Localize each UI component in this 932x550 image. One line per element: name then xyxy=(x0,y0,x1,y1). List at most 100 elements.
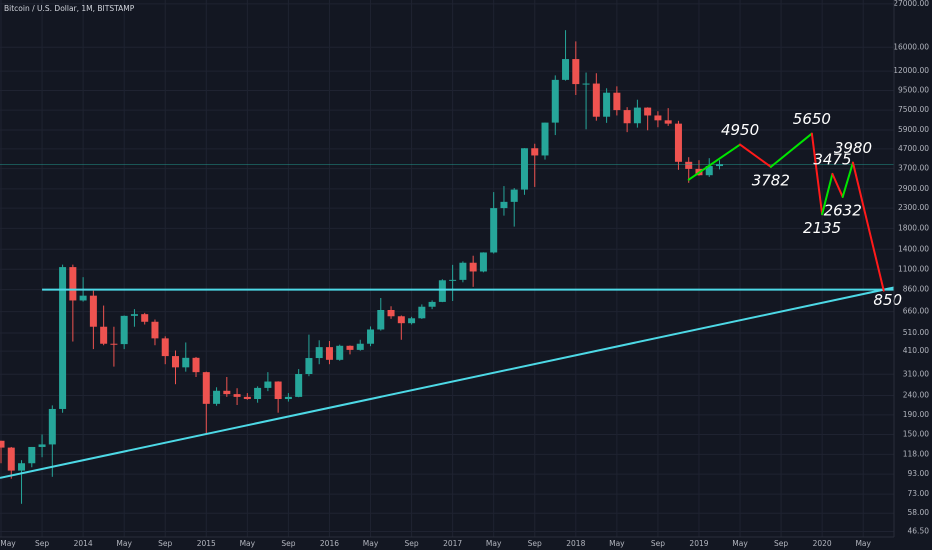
projection-segment xyxy=(769,132,813,168)
y-tick-label: 3700.00 xyxy=(898,164,929,173)
candle-body xyxy=(243,396,251,400)
projection-label: 3475 xyxy=(813,150,851,168)
candle-body xyxy=(428,301,436,307)
candle-body xyxy=(408,318,416,324)
candle-body xyxy=(469,262,477,272)
y-tick-label: 16000.00 xyxy=(893,42,929,51)
candle-body xyxy=(18,463,26,471)
candle-body xyxy=(520,148,528,190)
candle-body xyxy=(110,343,118,345)
x-tick-label: May xyxy=(240,539,256,548)
candle-body xyxy=(479,252,487,272)
candle-body xyxy=(336,345,344,360)
candle-body xyxy=(295,374,303,397)
candle-body xyxy=(59,267,67,409)
y-tick-label: 93.00 xyxy=(908,469,930,478)
candle-body xyxy=(705,166,713,176)
y-tick-label: 150.00 xyxy=(903,429,929,438)
x-tick-label: 2020 xyxy=(813,539,832,548)
candle-body xyxy=(541,122,549,156)
candle-body xyxy=(69,267,77,301)
candle-body xyxy=(89,295,97,327)
y-tick-label: 190.00 xyxy=(903,410,929,419)
candle-body xyxy=(38,444,46,447)
candle-body xyxy=(716,164,724,167)
projection-label: 2135 xyxy=(803,219,841,237)
candle-body xyxy=(562,59,570,80)
x-tick-label: May xyxy=(486,539,502,548)
candle-body xyxy=(387,309,395,317)
candle-body xyxy=(510,189,518,202)
x-tick-label: 2014 xyxy=(74,539,93,548)
projection-label: 2632 xyxy=(824,201,862,219)
candle-body xyxy=(356,343,364,350)
y-tick-label: 46.50 xyxy=(908,527,930,536)
candle-body xyxy=(459,262,467,280)
candle-body xyxy=(449,279,457,281)
x-tick-label: Sep xyxy=(35,539,49,548)
candle-body xyxy=(141,314,149,322)
projection-label: 5650 xyxy=(793,110,831,128)
candle-body xyxy=(264,381,272,388)
candle-body xyxy=(100,326,108,344)
projection-segment xyxy=(687,143,742,181)
grid xyxy=(0,0,894,537)
y-tick-label: 73.00 xyxy=(908,489,930,498)
x-tick-label: 2017 xyxy=(443,539,462,548)
candle-body xyxy=(633,107,641,124)
candle-body xyxy=(325,347,333,360)
candle-body xyxy=(582,83,590,85)
projection-label: 3980 xyxy=(834,139,872,157)
candle-body xyxy=(171,356,179,368)
candle-body xyxy=(305,358,313,375)
y-tick-label: 9500.00 xyxy=(898,86,929,95)
candle-body xyxy=(130,314,138,316)
x-tick-label: Sep xyxy=(158,539,172,548)
projection-segment xyxy=(739,143,772,168)
y-tick-label: 58.00 xyxy=(908,508,930,517)
y-tick-label: 510.00 xyxy=(903,328,929,337)
candle-body xyxy=(79,295,87,301)
candle-body xyxy=(623,110,631,124)
x-tick-label: 2019 xyxy=(689,539,708,548)
y-tick-label: 1100.00 xyxy=(898,264,929,273)
x-tick-label: Sep xyxy=(405,539,419,548)
x-tick-label: May xyxy=(363,539,379,548)
candle-body xyxy=(346,345,354,350)
y-tick-label: 1800.00 xyxy=(898,223,929,232)
candle-body xyxy=(0,440,5,448)
candle-body xyxy=(151,321,159,339)
candle-body xyxy=(572,59,580,85)
candle-body xyxy=(644,107,652,116)
candle-body xyxy=(654,115,662,121)
candle-body xyxy=(592,83,600,117)
projection-segment xyxy=(821,172,834,216)
projection-label: 4950 xyxy=(721,121,759,139)
candle-body xyxy=(367,329,375,344)
candle-body xyxy=(7,447,15,471)
trendline xyxy=(0,286,895,479)
x-tick-label: Sep xyxy=(651,539,665,548)
candle-body xyxy=(284,396,292,400)
candle-body xyxy=(315,347,323,359)
x-tick-label: 2018 xyxy=(566,539,585,548)
x-tick-label: 2015 xyxy=(197,539,216,548)
candle-body xyxy=(664,120,672,124)
candle-body xyxy=(28,446,36,464)
candle-body xyxy=(531,148,539,156)
candle-body xyxy=(397,316,405,324)
x-tick-label: Sep xyxy=(281,539,295,548)
x-tick-label: 2016 xyxy=(320,539,339,548)
candle-body xyxy=(674,123,682,162)
y-tick-label: 12000.00 xyxy=(893,66,929,75)
candle-body xyxy=(223,390,231,395)
x-tick-label: May xyxy=(0,539,16,548)
chart-title: Bitcoin / U.S. Dollar, 1M, BITSTAMP xyxy=(4,4,135,13)
projection-label: 850 xyxy=(873,291,902,309)
y-tick-label: 860.00 xyxy=(903,285,929,294)
candle-body xyxy=(274,381,282,400)
y-tick-label: 27000.00 xyxy=(893,0,929,8)
candle-body xyxy=(551,79,559,123)
